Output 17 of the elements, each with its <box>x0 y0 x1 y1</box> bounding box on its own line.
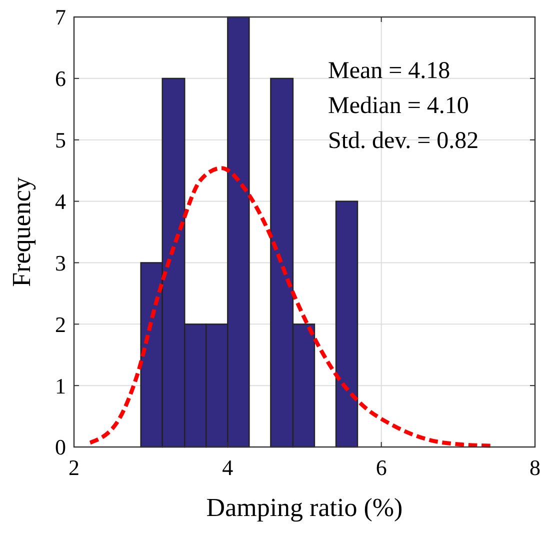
x-tick-label: 4 <box>222 455 234 480</box>
y-tick-label: 6 <box>55 66 66 92</box>
line-series <box>88 166 492 448</box>
y-tick-label: 2 <box>55 312 66 337</box>
x-tick-label: 6 <box>376 455 387 480</box>
annotation: Std. dev. = 0.82 <box>328 128 479 154</box>
y-tick-label: 0 <box>55 434 66 460</box>
y-tick-label: 4 <box>55 188 66 214</box>
annotation: Mean = 4.18 <box>328 58 450 84</box>
y-tick-label: 1 <box>55 373 66 398</box>
y-axis-title: Frequency <box>7 177 36 287</box>
annotation: Median = 4.10 <box>328 93 469 119</box>
y-tick-label: 3 <box>55 250 66 276</box>
x-tick-label: 8 <box>530 455 540 480</box>
y-tick-label: 5 <box>55 128 66 153</box>
y-tick-label: 7 <box>55 4 66 30</box>
x-axis-title: Damping ratio (%) <box>206 493 403 522</box>
